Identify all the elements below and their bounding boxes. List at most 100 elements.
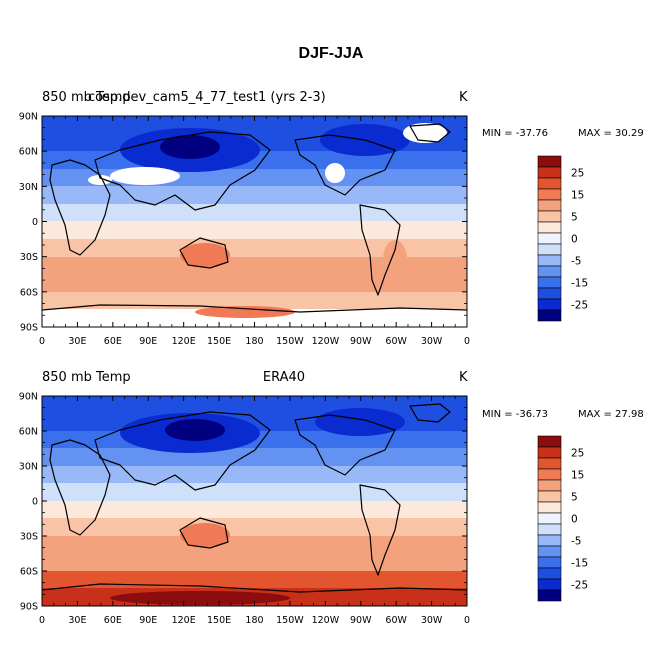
band-30S-45S [42,536,467,553]
model-y-tick-label: 60S [20,287,38,298]
model-x-tick-label: 0 [464,336,470,347]
obs-y-tick-label: 0 [32,497,38,508]
obs-x-tick-label: 30W [421,615,443,626]
model-colorbar-label: -15 [571,278,588,290]
australia-warm [180,523,230,547]
obs-colorbar: 25 15 5 0 -5 -15 -25 [537,435,588,602]
panel-model-left-title: 850 mb Temp [42,90,131,105]
model-y-tick-label: 30S [20,252,38,263]
obs-contour-map [41,395,468,607]
obs-colorbar-swatch [537,556,562,569]
obs-colorbar-swatch [537,523,562,536]
obs-colorbar-swatch [537,589,562,602]
model-x-tick-label: 60W [385,336,407,347]
obs-colorbar-swatch [537,490,562,503]
model-colorbar-swatch [537,199,562,212]
obs-colorbar-label: -5 [571,536,581,548]
model-contour-map [41,115,468,328]
model-x-tick-label: 120W [312,336,340,347]
obs-y-tick-label: 90N [19,392,38,403]
obs-colorbar-swatch [537,468,562,481]
obs-colorbar-swatch [537,435,562,448]
band-30N-15N [42,186,467,204]
obs-x-tick-label: 90W [350,615,372,626]
model-colorbar-swatch [537,243,562,256]
band-30N-15N [42,466,467,483]
obs-colorbar-swatch [537,578,562,591]
model-colorbar-swatch [537,166,562,179]
obs-x-tick-label: 30E [68,615,86,626]
model-colorbar-label: -25 [571,300,588,312]
sahara-missing [88,175,112,185]
antarctic-warm [195,306,295,318]
model-colorbar-swatch [537,155,562,168]
model-colorbar-label: 5 [571,212,578,224]
figure-title: DJF-JJA [299,45,364,62]
model-x-tick-label: 30E [68,336,86,347]
model-x-tick-label: 0 [39,336,45,347]
obs-y-tick-label: 60S [20,567,38,578]
band-60S-75S [42,571,467,588]
model-colorbar-label: 25 [571,168,584,180]
tibet-missing [110,167,180,185]
panel-model-center-title: cosp.dev_cam5_4_77_test1 (yrs 2-3) [88,90,326,105]
obs-x-tick-label: 120W [312,615,340,626]
panel-obs-min: MIN = -36.73 [482,409,548,420]
obs-y-tick-label: 30S [20,532,38,543]
coastlines [42,123,467,313]
model-x-tick-label: 30W [421,336,443,347]
obs-axis-ticks: 0 30E 60E 90E 120E 150E 180 150W 120W 90W 60W 30W 09… [19,392,470,627]
panel-obs: 850 mb Temp ERA40 K MIN = -36.73 MAX = 2… [19,370,644,626]
greenland-missing [403,123,447,143]
model-y-tick-label: 60N [19,147,38,158]
rockies-missing [325,163,345,183]
obs-x-tick-label: 60W [385,615,407,626]
obs-colorbar-label: 25 [571,448,584,460]
model-colorbar-swatch [537,177,562,190]
panel-obs-center-title: ERA40 [263,370,305,385]
obs-colorbar-label: 5 [571,492,578,504]
model-colorbar-swatch [537,298,562,311]
obs-colorbar-label: -15 [571,558,588,570]
siberia-cold-center [160,135,220,159]
coastlines [42,403,467,593]
siberia-cold-center [165,419,225,441]
south-america-warm [383,240,407,280]
obs-colorbar-swatch [537,545,562,558]
model-colorbar-swatch [537,210,562,223]
obs-x-tick-label: 150E [207,615,231,626]
obs-x-tick-label: 150W [276,615,304,626]
panel-model-min: MIN = -37.76 [482,128,548,139]
panel-model-units: K [459,90,468,105]
model-x-tick-label: 90E [139,336,157,347]
band-15S-30S [42,239,467,257]
obs-y-tick-label: 30N [19,462,38,473]
model-x-tick-label: 90W [350,336,372,347]
model-colorbar-label: 15 [571,190,584,202]
model-colorbar-swatch [537,309,562,322]
panel-obs-units: K [459,370,468,385]
obs-x-tick-label: 180 [245,615,263,626]
obs-colorbar-swatch [537,446,562,459]
obs-colorbar-swatch [537,479,562,492]
model-colorbar-swatch [537,254,562,267]
obs-colorbar-swatch [537,512,562,525]
obs-colorbar-label: -25 [571,580,588,592]
obs-x-tick-label: 120E [172,615,196,626]
model-x-tick-label: 120E [172,336,196,347]
australia-warm [180,243,230,267]
model-colorbar-swatch [537,221,562,234]
model-colorbar-swatch [537,276,562,289]
model-y-tick-label: 0 [32,217,38,228]
model-x-tick-label: 60E [104,336,122,347]
model-colorbar-swatch [537,287,562,300]
model-y-tick-label: 90S [20,323,38,334]
obs-colorbar-swatch [537,457,562,470]
panel-model: 850 mb Temp cosp.dev_cam5_4_77_test1 (yr… [19,90,644,347]
band-45N-30N [42,448,467,466]
band-45S-60S [42,274,467,292]
model-colorbar-swatch [537,188,562,201]
obs-x-tick-label: 0 [464,615,470,626]
obs-x-tick-label: 0 [39,615,45,626]
band-0-15S [42,501,467,518]
